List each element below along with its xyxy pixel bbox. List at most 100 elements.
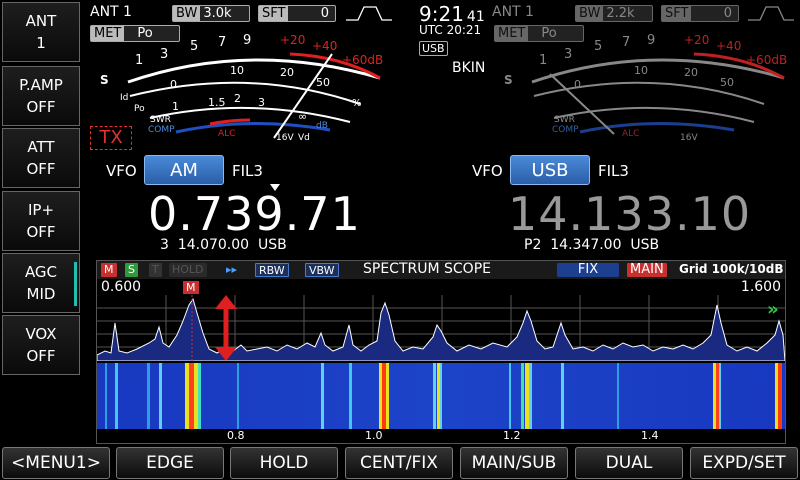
sub-ant: ANT 1 <box>492 4 534 20</box>
main-id-label: Id <box>120 93 128 103</box>
waterfall-display[interactable] <box>97 363 785 429</box>
hold-button[interactable]: HOLD <box>230 447 338 479</box>
sub-s-9: 9 <box>647 34 655 48</box>
main-met-box[interactable]: MET Po <box>90 25 180 42</box>
scope-main-badge[interactable]: MAIN <box>627 263 667 277</box>
sub-sft-box[interactable]: SFT 0 <box>661 5 739 22</box>
sub-met-box[interactable]: MET Po <box>494 25 584 42</box>
sub-s-plus40: +40 <box>716 39 741 53</box>
scope-tick-12: 1.2 <box>503 429 521 442</box>
main-sft-box[interactable]: SFT 0 <box>258 5 336 22</box>
cent-fix-button[interactable]: CENT/FIX <box>345 447 453 479</box>
spectrum-graph[interactable]: » <box>97 295 785 361</box>
spectrum-trace <box>97 297 785 361</box>
main-alc-label: ALC <box>218 129 235 139</box>
main-po-50: 50 <box>316 76 330 89</box>
main-swr-1: 1 <box>172 100 179 113</box>
spectrum-scope[interactable]: M S T HOLD ▸▸ RBW VBW SPECTRUM SCOPE FIX… <box>96 260 786 444</box>
sub-alc-label: ALC <box>622 129 639 139</box>
main-s-arc-red <box>289 52 381 80</box>
main-meter-needle <box>273 53 333 139</box>
sub-po-arc <box>533 81 765 105</box>
main-s-1: 1 <box>135 53 143 68</box>
main-s-9: 9 <box>243 34 251 48</box>
scope-tick-14: 1.4 <box>641 429 659 442</box>
preamp-value: OFF <box>26 98 56 116</box>
edge-button[interactable]: EDGE <box>116 447 224 479</box>
main-bw-value: 3.0k <box>203 6 232 21</box>
sub-s-7: 7 <box>622 35 630 50</box>
scope-tag-hold[interactable]: HOLD <box>169 263 207 277</box>
main-mode-button[interactable]: AM <box>144 155 224 185</box>
sub-s-plus60: +60dB <box>746 53 787 67</box>
main-frequency[interactable]: 0.739.71 <box>148 187 361 241</box>
main-filter: FIL3 <box>232 162 263 180</box>
menu1-button[interactable]: <MENU1> <box>2 447 110 479</box>
ant-value: 1 <box>36 34 46 52</box>
sub-swr-label: SWR <box>554 115 575 125</box>
scope-tick-08: 0.8 <box>227 429 245 442</box>
main-swr-3: 3 <box>258 96 265 109</box>
sub-meter[interactable]: S 1 3 5 7 9 +20 +40 +60dB 0 10 20 50 SWR… <box>494 34 794 144</box>
main-alc-arc <box>175 121 331 134</box>
dual-button[interactable]: DUAL <box>575 447 683 479</box>
sub-bw-value: 2.2k <box>606 6 635 21</box>
waterfall-signals <box>105 363 782 429</box>
sub-met-value: Po <box>541 26 557 41</box>
sub-id-arc <box>553 106 755 123</box>
sub-bw-label: BW <box>576 6 604 21</box>
sub-bw-box[interactable]: BW 2.2k <box>575 5 653 22</box>
scope-title: SPECTRUM SCOPE <box>363 261 491 277</box>
ant-title: ANT <box>25 12 57 30</box>
main-swr-15: 1.5 <box>208 96 226 109</box>
att-title: ATT <box>27 138 55 156</box>
main-meter[interactable]: S 1 3 5 7 9 +20 +40 +60dB Id Po 0 10 20 … <box>90 34 390 144</box>
sub-sft-label: SFT <box>662 6 692 21</box>
ant-button[interactable]: ANT 1 <box>2 2 80 62</box>
tx-indicator: TX <box>90 126 132 150</box>
scope-scroll-right-icon[interactable]: » <box>767 299 779 320</box>
scope-tick-10: 1.0 <box>365 429 383 442</box>
scope-tag-vbw[interactable]: VBW <box>305 263 339 277</box>
main-memo: 3 14.070.00 USB <box>160 237 287 253</box>
sub-s-arc-red <box>693 52 785 80</box>
sub-mode-button[interactable]: USB <box>510 155 590 185</box>
main-sub-button[interactable]: MAIN/SUB <box>460 447 568 479</box>
scope-tag-speed[interactable]: ▸▸ <box>226 263 238 276</box>
preamp-title: P.AMP <box>19 76 63 94</box>
vox-button[interactable]: VOX OFF <box>2 315 80 375</box>
main-id-arc <box>149 106 351 123</box>
scope-tag-rbw[interactable]: RBW <box>255 263 289 277</box>
main-s-3: 3 <box>160 47 168 62</box>
ipplus-button[interactable]: IP+ OFF <box>2 191 80 251</box>
scope-ref-level-arrow[interactable] <box>215 295 237 361</box>
expd-set-button[interactable]: EXPD/SET <box>690 447 798 479</box>
sub-s-5: 5 <box>594 39 602 54</box>
sub-frequency[interactable]: 14.133.10 <box>508 187 752 241</box>
scope-header: M S T HOLD ▸▸ RBW VBW SPECTRUM SCOPE FIX… <box>97 261 785 279</box>
left-function-panel: ANT 1 P.AMP OFF ATT OFF IP+ OFF AGC MID … <box>0 0 82 440</box>
main-met-label: MET <box>91 26 125 41</box>
main-bw-label: BW <box>173 6 201 21</box>
scope-tag-t[interactable]: T <box>149 263 162 277</box>
main-vd-16v: 16V <box>276 133 294 143</box>
scope-start-freq: 0.600 <box>101 279 142 295</box>
scope-tag-s[interactable]: S <box>125 263 138 277</box>
main-po-10: 10 <box>230 64 244 77</box>
preamp-button[interactable]: P.AMP OFF <box>2 66 80 126</box>
sub-s-arc <box>531 58 785 84</box>
main-bw-box[interactable]: BW 3.0k <box>172 5 250 22</box>
sub-comp-label: COMP <box>552 125 579 135</box>
agc-selected-indicator <box>74 262 77 306</box>
sub-filter: FIL3 <box>598 162 629 180</box>
agc-button[interactable]: AGC MID <box>2 253 80 313</box>
att-value: OFF <box>26 160 56 178</box>
scope-tag-m[interactable]: M <box>101 263 117 277</box>
scope-fix-badge[interactable]: FIX <box>557 263 619 277</box>
main-po-arc <box>129 81 361 105</box>
main-comp-label: COMP <box>148 125 175 135</box>
vox-title: VOX <box>25 325 57 343</box>
bottom-menu: <MENU1> EDGE HOLD CENT/FIX MAIN/SUB DUAL… <box>0 447 800 480</box>
main-comp-db: dB <box>316 121 328 131</box>
att-button[interactable]: ATT OFF <box>2 128 80 188</box>
